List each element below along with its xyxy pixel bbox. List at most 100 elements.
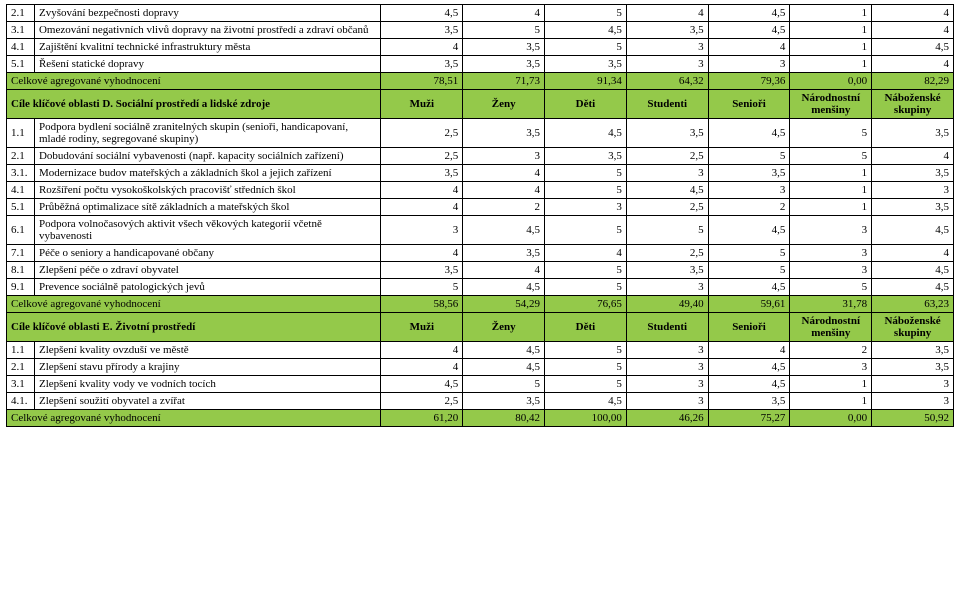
row-num: 9.1 <box>7 279 35 296</box>
cell: 4,5 <box>872 262 954 279</box>
cell: 4 <box>872 245 954 262</box>
cell: 3,5 <box>872 359 954 376</box>
row-num: 2.1 <box>7 359 35 376</box>
cell: 4 <box>381 359 463 376</box>
aggregate-cell: 61,20 <box>381 410 463 427</box>
row-label: Řešení statické dopravy <box>34 56 381 73</box>
cell: 1 <box>790 393 872 410</box>
cell: 3,5 <box>381 56 463 73</box>
col-header: Náboženské skupiny <box>872 313 954 342</box>
cell: 4,5 <box>708 22 790 39</box>
row-num: 3.1 <box>7 22 35 39</box>
aggregate-cell: 80,42 <box>463 410 545 427</box>
col-header: Studenti <box>626 90 708 119</box>
aggregate-cell: 49,40 <box>626 296 708 313</box>
cell: 3,5 <box>872 342 954 359</box>
cell: 3,5 <box>463 245 545 262</box>
cell: 3 <box>872 376 954 393</box>
row-num: 3.1. <box>7 165 35 182</box>
row-label: Podpora bydlení sociálně zranitelných sk… <box>34 119 381 148</box>
cell: 3,5 <box>626 22 708 39</box>
cell: 3 <box>626 165 708 182</box>
cell: 4,5 <box>545 119 627 148</box>
table-row: 9.1 Prevence sociálně patologických jevů… <box>7 279 954 296</box>
cell: 2,5 <box>381 119 463 148</box>
cell: 4,5 <box>626 182 708 199</box>
cell: 1 <box>790 182 872 199</box>
cell: 5 <box>545 39 627 56</box>
row-label: Zvyšování bezpečnosti dopravy <box>34 5 381 22</box>
cell: 4 <box>463 182 545 199</box>
cell: 4,5 <box>545 393 627 410</box>
col-header: Studenti <box>626 313 708 342</box>
cell: 3,5 <box>872 119 954 148</box>
aggregate-cell: 58,56 <box>381 296 463 313</box>
row-num: 4.1. <box>7 393 35 410</box>
col-header: Senioři <box>708 313 790 342</box>
cell: 2,5 <box>626 199 708 216</box>
row-label: Zlepšení kvality vody ve vodních tocích <box>34 376 381 393</box>
cell: 1 <box>790 39 872 56</box>
col-header: Děti <box>545 90 627 119</box>
cell: 4 <box>381 199 463 216</box>
table-row: 1.1 Zlepšení kvality ovzduší ve městě 4 … <box>7 342 954 359</box>
cell: 4,5 <box>872 216 954 245</box>
cell: 3 <box>708 182 790 199</box>
cell: 4 <box>381 182 463 199</box>
cell: 3,5 <box>708 165 790 182</box>
aggregate-cell: 82,29 <box>872 73 954 90</box>
cell: 4,5 <box>708 216 790 245</box>
table-row: 8.1 Zlepšení péče o zdraví obyvatel 3,5 … <box>7 262 954 279</box>
cell: 3,5 <box>545 56 627 73</box>
cell: 1 <box>790 376 872 393</box>
cell: 3 <box>626 279 708 296</box>
col-header: Ženy <box>463 90 545 119</box>
row-num: 7.1 <box>7 245 35 262</box>
cell: 4,5 <box>381 5 463 22</box>
section-header-e: Cíle klíčové oblasti E. Životní prostřed… <box>7 313 954 342</box>
table-body: 2.1 Zvyšování bezpečnosti dopravy 4,5 4 … <box>7 5 954 427</box>
cell: 4,5 <box>381 376 463 393</box>
table-row: 3.1 Omezování negativních vlivů dopravy … <box>7 22 954 39</box>
row-num: 8.1 <box>7 262 35 279</box>
cell: 5 <box>381 279 463 296</box>
row-num: 5.1 <box>7 199 35 216</box>
row-label: Prevence sociálně patologických jevů <box>34 279 381 296</box>
aggregate-cell: 0,00 <box>790 410 872 427</box>
cell: 3,5 <box>872 199 954 216</box>
row-label: Modernizace budov mateřských a základníc… <box>34 165 381 182</box>
aggregate-label: Celkové agregované vyhodnocení <box>7 296 381 313</box>
aggregate-row: Celkové agregované vyhodnocení 61,20 80,… <box>7 410 954 427</box>
cell: 3 <box>626 39 708 56</box>
row-num: 3.1 <box>7 376 35 393</box>
col-header: Národnostní menšiny <box>790 90 872 119</box>
cell: 3 <box>381 216 463 245</box>
cell: 4 <box>381 342 463 359</box>
section-title: Cíle klíčové oblasti E. Životní prostřed… <box>7 313 381 342</box>
table-row: 6.1 Podpora volnočasových aktivit všech … <box>7 216 954 245</box>
table-row: 3.1. Modernizace budov mateřských a zákl… <box>7 165 954 182</box>
row-label: Zlepšení péče o zdraví obyvatel <box>34 262 381 279</box>
cell: 3 <box>872 182 954 199</box>
aggregate-cell: 76,65 <box>545 296 627 313</box>
cell: 4,5 <box>872 39 954 56</box>
cell: 3 <box>790 216 872 245</box>
cell: 5 <box>545 359 627 376</box>
cell: 1 <box>790 199 872 216</box>
cell: 4,5 <box>463 279 545 296</box>
cell: 4 <box>872 148 954 165</box>
section-title: Cíle klíčové oblasti D. Sociální prostře… <box>7 90 381 119</box>
table-row: 2.1 Zlepšení stavu přírody a krajiny 4 4… <box>7 359 954 376</box>
cell: 3 <box>790 262 872 279</box>
cell: 4 <box>545 245 627 262</box>
cell: 2 <box>463 199 545 216</box>
row-label: Zlepšení soužití obyvatel a zvířat <box>34 393 381 410</box>
cell: 4,5 <box>708 119 790 148</box>
aggregate-cell: 63,23 <box>872 296 954 313</box>
page: 2.1 Zvyšování bezpečnosti dopravy 4,5 4 … <box>0 0 960 431</box>
cell: 4 <box>708 342 790 359</box>
cell: 3 <box>626 342 708 359</box>
row-label: Zlepšení kvality ovzduší ve městě <box>34 342 381 359</box>
row-label: Zajištění kvalitní technické infrastrukt… <box>34 39 381 56</box>
cell: 2 <box>790 342 872 359</box>
